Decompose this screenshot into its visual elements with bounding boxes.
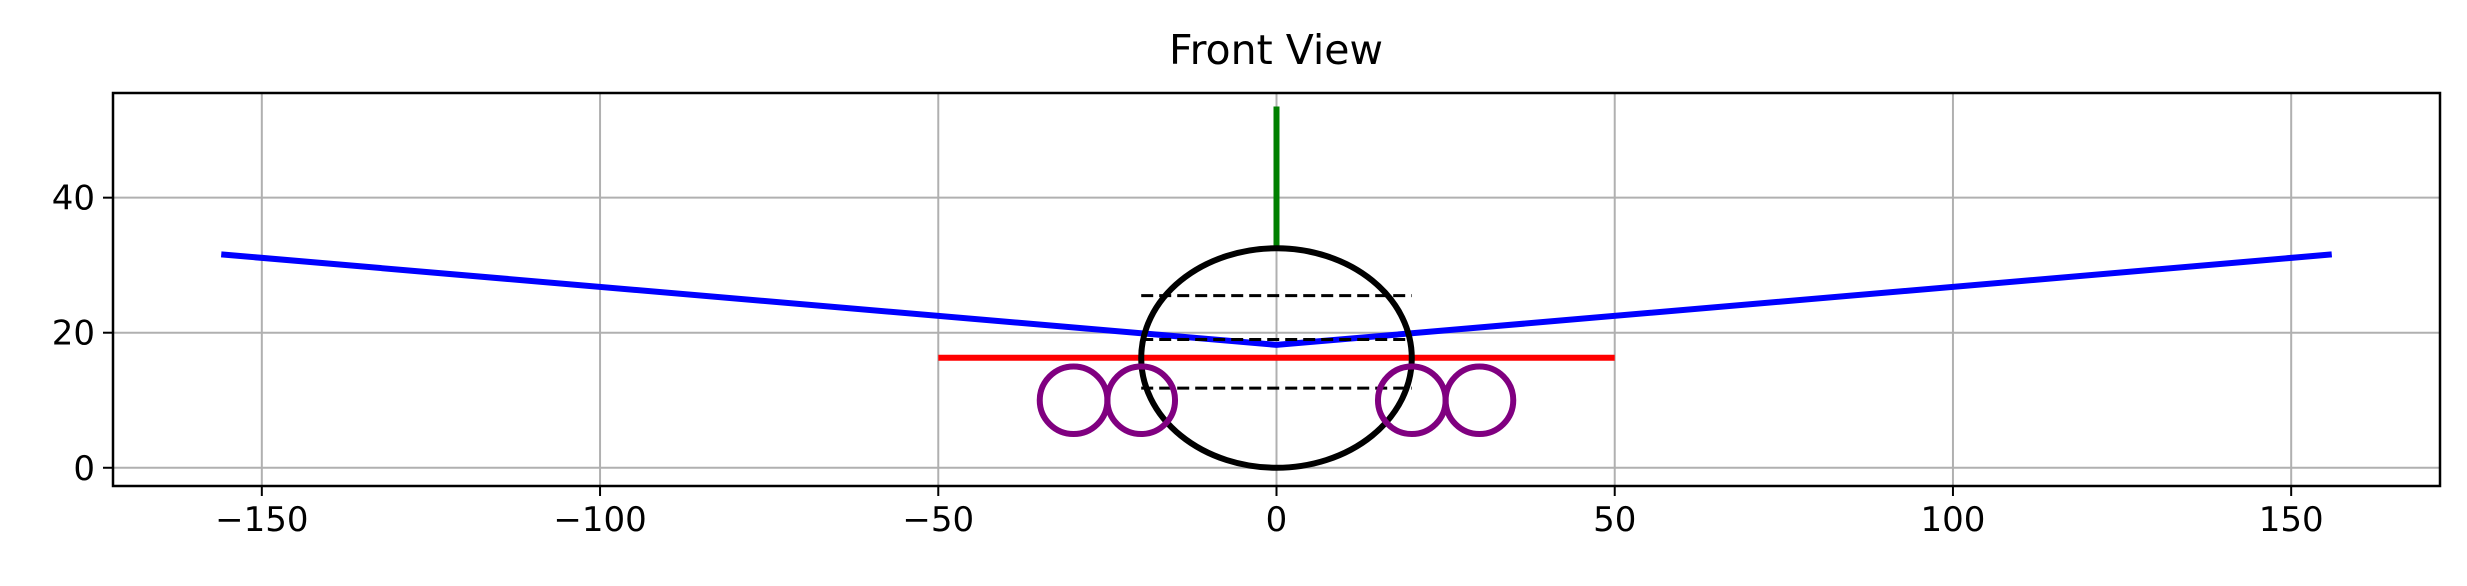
x-tick-label: 0: [1266, 500, 1288, 540]
fuselage: [1138, 245, 1415, 471]
y-tick-label: 0: [73, 449, 95, 489]
wing: [220, 251, 2333, 348]
y-tick-label: 20: [52, 314, 95, 354]
engine-4: [1442, 363, 1517, 438]
x-tick-label: 50: [1593, 500, 1636, 540]
chart-title: Front View: [1169, 26, 1383, 74]
plot-area: [220, 106, 2333, 471]
x-tick-label: −100: [553, 500, 646, 540]
x-tick-label: −50: [902, 500, 974, 540]
y-tick-label: 40: [52, 179, 95, 219]
x-tick-label: −150: [215, 500, 308, 540]
y-axis: 0 20 40: [52, 179, 113, 489]
x-tick-label: 100: [1921, 500, 1986, 540]
engine-2: [1104, 363, 1179, 438]
x-axis: −150 −100 −50 0 50 100 150: [215, 486, 2324, 540]
x-tick-label: 150: [2259, 500, 2324, 540]
